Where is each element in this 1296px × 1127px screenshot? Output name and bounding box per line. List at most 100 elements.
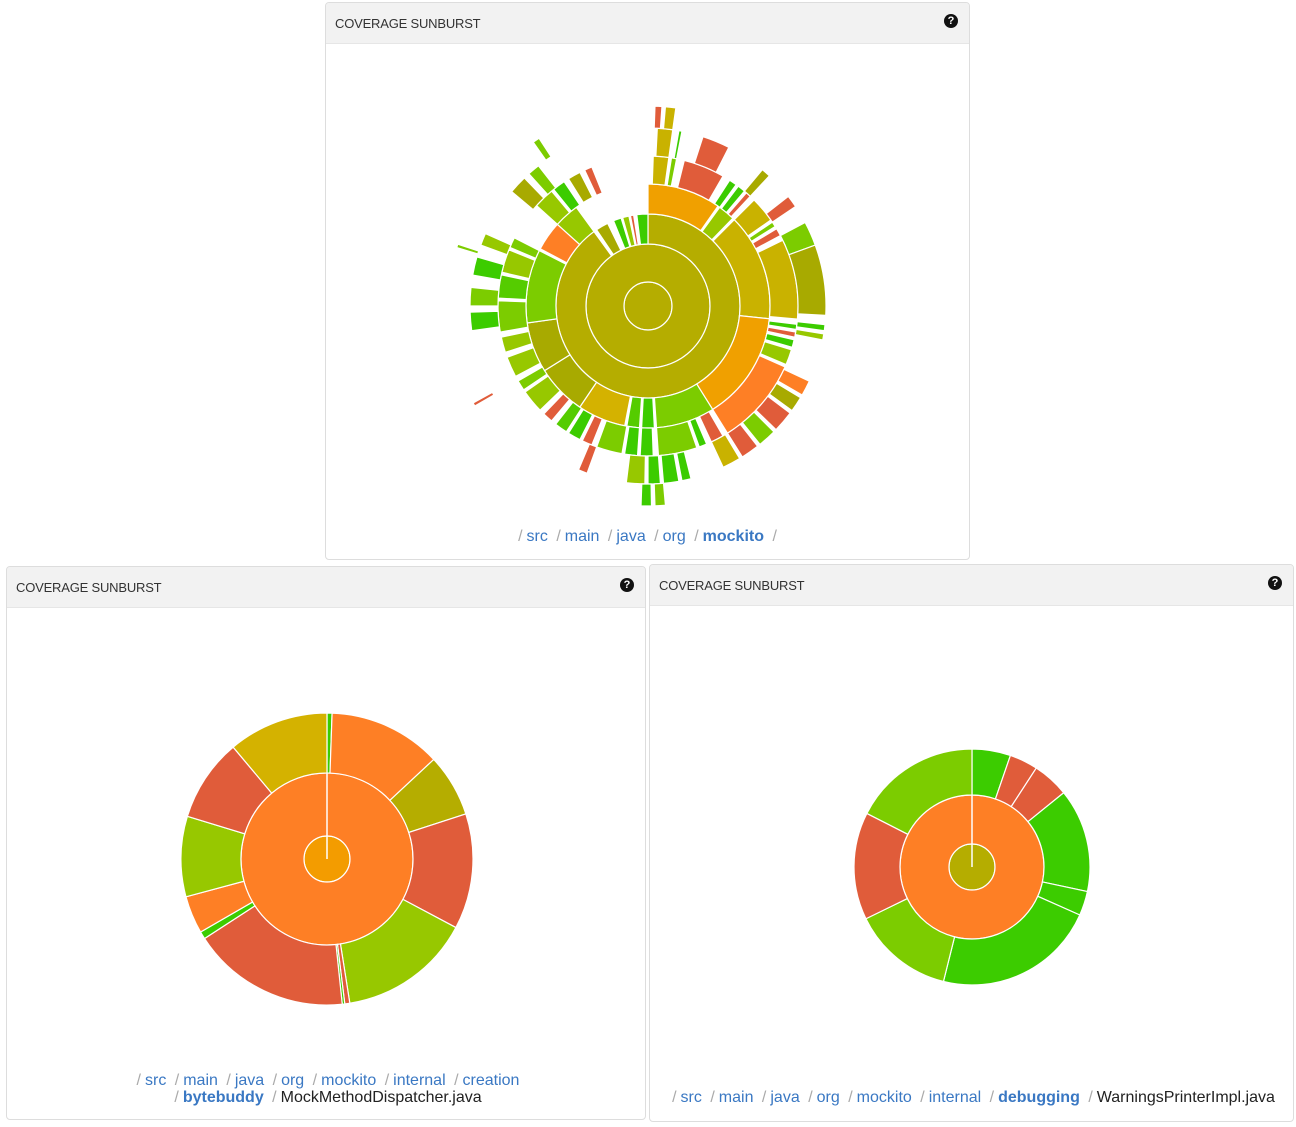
sunburst-segment-ring-6[interactable]: [455, 243, 480, 255]
sunburst-segment-ring-6[interactable]: [472, 391, 495, 407]
breadcrumb-link-java[interactable]: java: [770, 1089, 800, 1106]
breadcrumb-link-bytebuddy[interactable]: bytebuddy: [182, 1089, 264, 1106]
sunburst-segment-ring-5[interactable]: [777, 368, 811, 396]
breadcrumb-separator: /: [920, 1089, 925, 1106]
sunburst-segment-ring-5[interactable]: [479, 232, 512, 256]
breadcrumb-link-src[interactable]: src: [680, 1089, 702, 1106]
sunburst-segment-ring-5[interactable]: [655, 127, 674, 159]
breadcrumb-link-src[interactable]: src: [144, 1072, 167, 1089]
breadcrumb-link-org[interactable]: org: [662, 528, 686, 545]
sunburst-segment-ring-4[interactable]: [500, 330, 533, 354]
sunburst-segment-ring-2[interactable]: [595, 222, 622, 256]
sunburst-segment-ring-5[interactable]: [768, 382, 802, 412]
sunburst-segment-ring-4[interactable]: [666, 157, 678, 187]
sunburst-segment-ring-4[interactable]: [509, 237, 541, 260]
sunburst-segment-ring-2[interactable]: [636, 213, 649, 246]
sunburst-segment-ring-5[interactable]: [647, 454, 662, 485]
sunburst-segment-ring-4[interactable]: [581, 414, 604, 446]
sunburst-segment-ring-2[interactable]: [629, 214, 639, 246]
question-circle-icon[interactable]: ?: [944, 14, 958, 28]
sunburst-segment-ring-5[interactable]: [794, 328, 825, 341]
sunburst-segment-ring-4[interactable]: [759, 340, 793, 366]
sunburst-segment-ring-5[interactable]: [795, 321, 826, 332]
sunburst-segment-ring-3[interactable]: [653, 383, 714, 429]
sunburst-segment-ring-4[interactable]: [623, 425, 641, 457]
sunburst-segment-ring-4[interactable]: [733, 199, 772, 237]
sunburst-segment-ring-6[interactable]: [653, 105, 663, 130]
breadcrumb-link-java[interactable]: java: [234, 1072, 265, 1089]
sunburst-segment-ring-5[interactable]: [469, 286, 500, 307]
sunburst-segment-ring-5[interactable]: [765, 195, 797, 223]
sunburst-segment-ring-6[interactable]: [640, 483, 653, 507]
sunburst-segment-ring-4[interactable]: [554, 401, 583, 433]
breadcrumb-separator: /: [518, 528, 523, 545]
breadcrumb-link-internal[interactable]: internal: [928, 1089, 982, 1106]
sunburst-segment-ring-5[interactable]: [510, 177, 545, 211]
sunburst-segment-ring-5[interactable]: [743, 168, 771, 198]
sunburst-segment-ring-4[interactable]: [595, 419, 628, 455]
sunburst-segment-ring-5[interactable]: [675, 450, 692, 482]
sunburst-segment-ring-5[interactable]: [673, 130, 683, 160]
sunburst-segment-ring-4[interactable]: [542, 392, 571, 422]
sunburst-segment-ring-4[interactable]: [720, 185, 746, 214]
breadcrumb-link-creation[interactable]: creation: [462, 1072, 520, 1089]
sunburst-segment-ring-5[interactable]: [528, 164, 557, 196]
sunburst-segment-ring-4[interactable]: [639, 427, 654, 457]
sunburst-segment-ring-6[interactable]: [662, 106, 677, 131]
sunburst-segment-ring-4[interactable]: [748, 221, 777, 243]
sunburst-segment-ring-4[interactable]: [552, 180, 581, 213]
sunburst-segment-ring-4[interactable]: [497, 300, 529, 333]
sunburst-segment-ring-4[interactable]: [517, 366, 548, 391]
sunburst-segment-ring-4[interactable]: [567, 171, 594, 204]
sunburst-segment-ring-5[interactable]: [710, 433, 741, 469]
breadcrumb-link-mockito[interactable]: mockito: [856, 1089, 912, 1106]
sunburst-segment-ring-5[interactable]: [741, 411, 775, 446]
sunburst-segment-ring-2[interactable]: [621, 215, 636, 248]
coverage-sunburst-panel-bottom-right: COVERAGE SUNBURST ? / src / main / java / or…: [649, 564, 1294, 1122]
breadcrumb-link-main[interactable]: main: [564, 528, 600, 545]
question-circle-icon[interactable]: ?: [1268, 576, 1282, 590]
sunburst-segment-ring-5[interactable]: [577, 443, 598, 475]
sunburst-segment-ring-5[interactable]: [726, 423, 759, 458]
sunburst-segment-ring-6[interactable]: [532, 137, 552, 162]
sunburst-segment-ring-5[interactable]: [625, 454, 646, 485]
sunburst-segment-ring-4[interactable]: [651, 155, 670, 186]
question-circle-icon[interactable]: ?: [620, 578, 634, 592]
sunburst-segment-ring-4[interactable]: [567, 408, 594, 441]
breadcrumb-link-main[interactable]: main: [718, 1089, 754, 1106]
sunburst-segment-ring-2[interactable]: [232, 712, 328, 794]
breadcrumb-link-mockito[interactable]: mockito: [321, 1072, 377, 1089]
breadcrumb-link-org[interactable]: org: [281, 1072, 305, 1089]
breadcrumb-link-org[interactable]: org: [816, 1089, 840, 1106]
sunburst-segment-ring-5[interactable]: [693, 135, 730, 174]
sunburst-segment-ring-4[interactable]: [524, 375, 562, 412]
sunburst-segment-ring-5[interactable]: [660, 453, 680, 484]
sunburst-segment-ring-6[interactable]: [653, 482, 667, 507]
sunburst-segment-ring-4[interactable]: [688, 417, 708, 448]
breadcrumb-separator: /: [808, 1089, 813, 1106]
breadcrumb: / src / main / java / org / mockito / internal…: [7, 1072, 645, 1106]
sunburst-segment-ring-4[interactable]: [583, 166, 604, 197]
breadcrumb-link-main[interactable]: main: [183, 1072, 218, 1089]
breadcrumb-link-debugging[interactable]: debugging: [998, 1089, 1080, 1106]
sunburst-segment-ring-4[interactable]: [497, 274, 530, 301]
breadcrumb-separator: /: [226, 1072, 231, 1089]
sunburst-chart[interactable]: [7, 567, 646, 1067]
sunburst-chart[interactable]: [326, 3, 970, 523]
sunburst-segment-ring-4[interactable]: [764, 332, 795, 349]
sunburst-chart[interactable]: [650, 565, 1294, 1065]
sunburst-segment-ring-5[interactable]: [755, 395, 791, 431]
sunburst-segment-ring-4[interactable]: [751, 227, 782, 250]
breadcrumb-link-src[interactable]: src: [526, 528, 548, 545]
sunburst-segment-ring-5[interactable]: [469, 310, 501, 332]
sunburst-segment-ring-4[interactable]: [713, 179, 738, 209]
breadcrumb-link-mockito[interactable]: mockito: [702, 528, 764, 545]
sunburst-segment-ring-4[interactable]: [506, 346, 542, 378]
sunburst-segment-ring-3[interactable]: [640, 397, 656, 429]
breadcrumb-link-java[interactable]: java: [616, 528, 646, 545]
sunburst-segment-ring-5[interactable]: [472, 256, 505, 281]
sunburst-segment-ring-2[interactable]: [866, 748, 973, 836]
breadcrumb-link-internal[interactable]: internal: [393, 1072, 446, 1089]
sunburst-segment-ring-2[interactable]: [612, 217, 631, 250]
sunburst-segment-ring-5[interactable]: [788, 244, 827, 316]
